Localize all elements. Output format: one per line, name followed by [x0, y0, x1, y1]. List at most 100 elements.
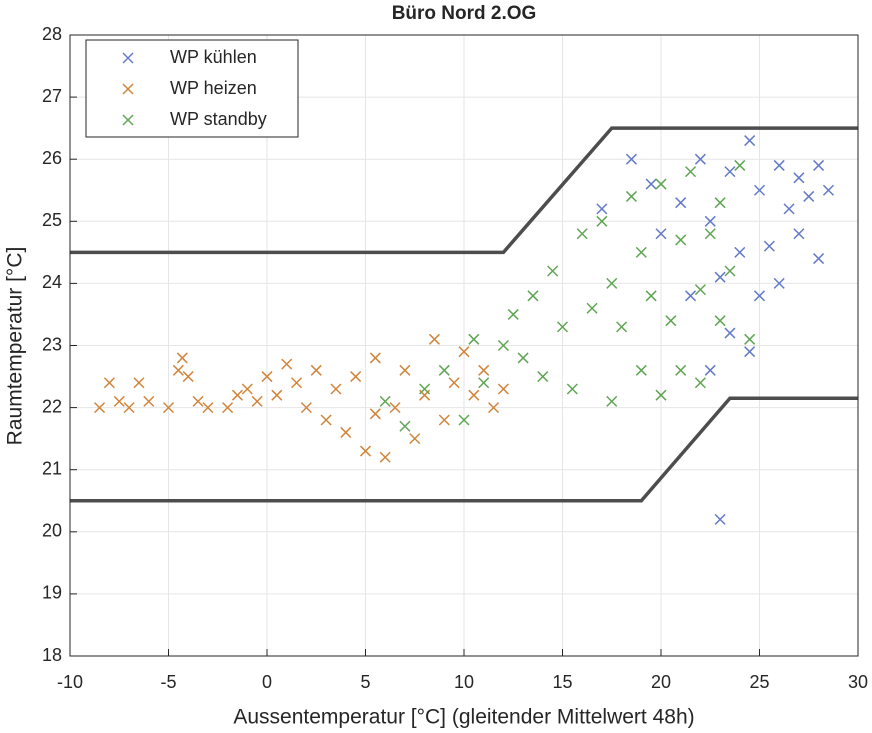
- point: [94, 402, 106, 414]
- point: [537, 371, 549, 383]
- point: [389, 402, 401, 414]
- legend-box: [85, 39, 299, 138]
- point: [635, 364, 647, 376]
- point: [645, 178, 657, 190]
- x-tick-label: 15: [552, 672, 572, 692]
- point: [685, 290, 697, 302]
- point: [379, 395, 391, 407]
- x-tick-label: -10: [57, 672, 83, 692]
- point: [133, 377, 145, 389]
- point: [438, 414, 450, 426]
- point: [438, 364, 450, 376]
- series: [596, 135, 834, 525]
- y-tick-label: 21: [42, 458, 62, 478]
- x-axis-label: Aussentemperatur [°C] (gleitender Mittel…: [233, 706, 694, 729]
- series: [94, 333, 509, 463]
- point: [497, 339, 509, 352]
- point: [704, 215, 716, 227]
- point: [734, 246, 746, 258]
- point: [744, 333, 756, 345]
- legend-label: WP heizen: [170, 78, 257, 98]
- point: [694, 153, 706, 165]
- y-tick-label: 26: [42, 148, 62, 168]
- point: [655, 228, 667, 240]
- point: [714, 271, 726, 283]
- legend-label: WP standby: [170, 109, 267, 129]
- y-tick-label: 22: [42, 396, 62, 416]
- point: [773, 159, 785, 171]
- point: [379, 451, 391, 463]
- point: [123, 402, 135, 414]
- point: [448, 377, 460, 389]
- point: [675, 197, 687, 209]
- point: [606, 277, 618, 289]
- point: [458, 346, 470, 358]
- point: [724, 265, 736, 277]
- point: [822, 184, 834, 196]
- point: [744, 346, 756, 358]
- point: [251, 395, 263, 407]
- point: [694, 377, 706, 389]
- point: [162, 402, 175, 414]
- point: [625, 153, 637, 165]
- point: [753, 184, 766, 196]
- point: [300, 402, 312, 414]
- point: [793, 228, 805, 240]
- point: [576, 228, 588, 240]
- point: [113, 395, 125, 407]
- y-tick-label: 20: [42, 521, 62, 541]
- point: [616, 321, 628, 333]
- point: [143, 395, 155, 407]
- y-tick-label: 27: [42, 86, 62, 106]
- y-tick-label: 24: [42, 272, 62, 292]
- point: [369, 408, 381, 420]
- point: [566, 383, 578, 395]
- point: [320, 414, 332, 426]
- point: [586, 302, 598, 314]
- legend-marker: [122, 114, 134, 126]
- point: [763, 240, 775, 252]
- legend-label: WP kühlen: [170, 47, 257, 67]
- point: [813, 253, 825, 265]
- point: [655, 178, 667, 190]
- bound-line: [70, 396, 858, 503]
- point: [625, 190, 637, 202]
- point: [241, 383, 253, 395]
- y-axis-label: Raumtemperatur [°C]: [4, 247, 27, 446]
- point: [350, 371, 362, 383]
- point: [596, 215, 608, 227]
- legend-marker: [122, 52, 134, 64]
- x-tick-label: 20: [651, 672, 671, 692]
- point: [369, 352, 381, 364]
- point: [675, 364, 687, 376]
- point: [527, 290, 539, 302]
- series: [379, 159, 756, 432]
- y-tick-label: 25: [42, 210, 62, 230]
- point: [231, 389, 243, 401]
- point: [478, 377, 490, 389]
- y-tick-label: 18: [42, 645, 62, 665]
- y-tick-label: 23: [42, 334, 62, 354]
- x-tick-label: 5: [360, 672, 370, 692]
- point: [783, 203, 795, 215]
- point: [192, 395, 204, 407]
- point: [655, 389, 667, 401]
- chart-title: Büro Nord 2.OG: [392, 3, 537, 24]
- x-tick-label: -5: [160, 672, 176, 692]
- point: [310, 364, 322, 376]
- point: [724, 166, 736, 178]
- point: [399, 364, 411, 376]
- point: [468, 333, 480, 345]
- x-tick-label: 25: [749, 672, 769, 692]
- point: [606, 395, 618, 407]
- x-tick-label: 10: [454, 672, 474, 692]
- point: [330, 383, 342, 395]
- point: [261, 371, 273, 383]
- point: [803, 190, 815, 202]
- point: [409, 433, 421, 445]
- point: [458, 414, 470, 426]
- point: [340, 426, 352, 438]
- point: [172, 364, 184, 376]
- point: [734, 159, 746, 171]
- point: [281, 358, 293, 370]
